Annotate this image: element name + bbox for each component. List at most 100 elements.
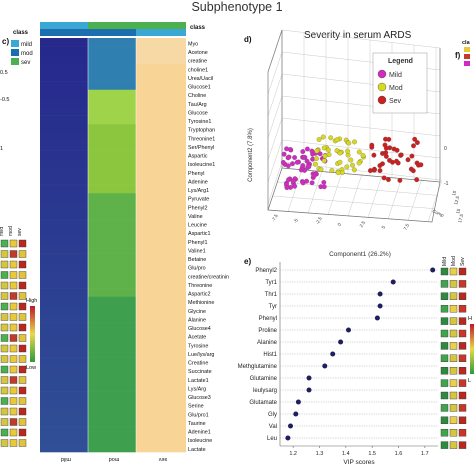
grid-line: [267, 95, 283, 139]
metabolite-label: Isoleucine: [188, 438, 212, 444]
grid-line: [267, 139, 283, 183]
strip-square: [9, 386, 18, 395]
metabolite-label: choline1: [188, 67, 208, 73]
scatter-point: [414, 140, 420, 146]
metabolite-label: Glu/pro: [188, 266, 206, 272]
heatmap-cell: [40, 253, 88, 263]
heatmap-cell: [88, 98, 136, 108]
vip-point: [322, 363, 328, 369]
scatter-point: [350, 162, 355, 168]
heatmap-cell: [136, 38, 186, 47]
class-bar-bottom: [40, 29, 88, 36]
class-bar-bottom: [88, 29, 136, 36]
class-legend-label: mild: [21, 42, 32, 48]
metabolite-label: Methionine: [188, 300, 214, 306]
heatmap-cell: [40, 150, 88, 160]
metabolite-label: Aspartic1: [188, 231, 210, 237]
heatmap-cell: [136, 89, 186, 99]
heatmap-cell: [40, 227, 88, 237]
strip-column-label: mod: [8, 226, 14, 236]
strip-square: [18, 302, 27, 311]
strip-square: [0, 397, 9, 405]
strip-square: [9, 376, 18, 384]
color-key-bar: [30, 306, 35, 362]
class-bar-top: [136, 22, 186, 29]
scatter-point: [356, 160, 362, 166]
scatter-point: [351, 167, 357, 173]
heatmap-cell: [88, 314, 136, 323]
heatmap-cell: [136, 46, 186, 56]
strip-square: [9, 250, 18, 258]
grid-line: [427, 179, 443, 223]
strip-square: [0, 334, 9, 342]
panel-f-class-label: cla: [462, 40, 471, 46]
scatter-point: [409, 153, 415, 159]
heatmap-cell: [136, 107, 186, 116]
metabolite-label: Lys/Arg1: [188, 188, 209, 194]
panel-f-square: [440, 354, 449, 362]
heatmap-cell: [88, 115, 136, 125]
axis-tick: 2.5: [359, 220, 367, 228]
strip-square: [0, 281, 9, 290]
heatmap-cell: [136, 219, 186, 229]
panel-f-square: [440, 342, 449, 350]
panel-e-vip-chart: e) Component1 (26.2%) Phenyl2 Tyr1 Thr1 Tyr Ph…: [238, 251, 438, 466]
heatmap-cell: [136, 167, 186, 177]
panel-f-square: [449, 391, 458, 400]
panel-f-square: [440, 391, 449, 400]
vip-category-label: Proline: [258, 328, 277, 334]
strip-square: [18, 323, 27, 332]
panel-f-square: [458, 441, 467, 449]
scatter-point: [405, 157, 411, 163]
panel-f-label: f): [455, 51, 461, 60]
panel-f-square: [458, 329, 467, 338]
heatmap-cell: [88, 124, 136, 134]
heatmap-cell: [40, 322, 88, 332]
heatmap-cell: [40, 132, 88, 142]
scatter-point: [294, 159, 300, 165]
heatmap: class Myo Acetone creatine choline1 Urea/Uaci…: [40, 22, 229, 462]
heatmap-cell: [40, 98, 88, 108]
box-edge: [267, 167, 441, 223]
heatmap-cell: [40, 365, 88, 375]
grid-line: [367, 175, 383, 218]
heatmap-cell: [88, 305, 136, 315]
scatter-point: [292, 155, 298, 160]
heatmap-cell: [40, 141, 88, 151]
heatmap-cell: [88, 167, 136, 177]
heatmap-cell: [40, 296, 88, 306]
scatter-point: [383, 150, 389, 156]
depth-tick: 17.5: [457, 213, 464, 223]
scatter-point: [411, 143, 416, 149]
panel-f-square: [449, 292, 458, 300]
panel-f-square: [449, 441, 458, 449]
strip-square: [18, 260, 27, 269]
scatter-point: [318, 184, 324, 190]
metabolite-label: Phenyl2: [188, 205, 207, 211]
strip-square: [0, 386, 9, 395]
heatmap-cell: [88, 443, 136, 453]
panel-f-strip: f)cla Mild Mod Sev H L: [440, 40, 474, 449]
panel-f-square: [449, 267, 458, 276]
panel-f-square: [458, 429, 467, 437]
panel-f-square: [449, 342, 458, 350]
strip-square: [9, 365, 18, 374]
metabolite-label: Aspartic: [188, 154, 208, 160]
scatter-point: [314, 148, 320, 154]
heatmap-cell: [40, 167, 88, 177]
panel-f-square: [458, 317, 467, 325]
scatter-point: [300, 163, 306, 169]
strip-square: [18, 418, 27, 426]
vip-point: [285, 435, 291, 441]
strip-square: [18, 239, 27, 248]
metabolite-label: Acetone: [188, 50, 208, 56]
grid-line: [281, 29, 441, 49]
grid-line: [387, 176, 403, 220]
grid-line: [272, 195, 435, 209]
panel-f-swatch: [464, 61, 470, 66]
strip-square: [9, 397, 18, 405]
panel-f-color-key: [470, 324, 474, 374]
scatter-point: [321, 158, 327, 164]
grid-line: [347, 173, 363, 217]
panel-f-column-label: Mod: [451, 256, 457, 266]
